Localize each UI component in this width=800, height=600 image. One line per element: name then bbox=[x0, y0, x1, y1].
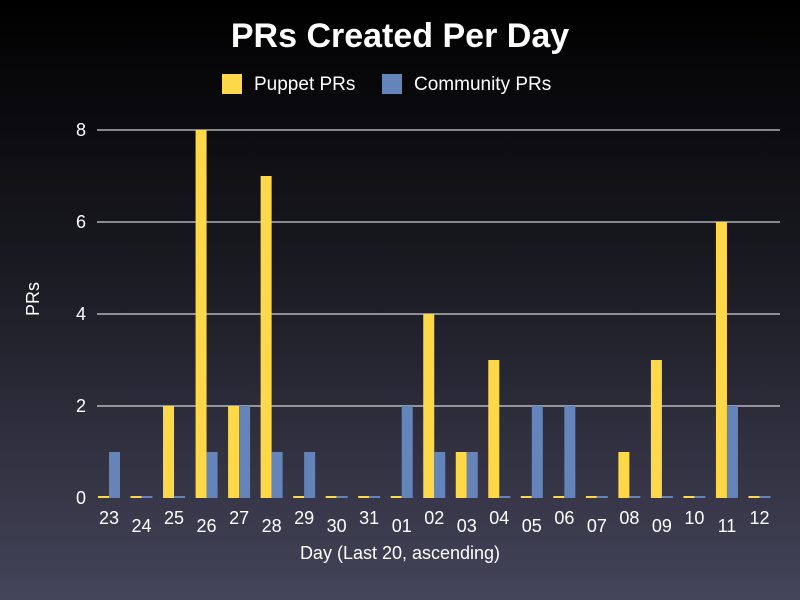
x-tick-label: 06 bbox=[554, 508, 574, 528]
bar-community-12 bbox=[759, 496, 771, 498]
x-tick-label: 25 bbox=[164, 508, 184, 528]
x-axis-label: Day (Last 20, ascending) bbox=[300, 543, 500, 563]
bar-community-31 bbox=[369, 496, 381, 498]
bar-puppet-29 bbox=[293, 496, 305, 498]
bar-puppet-30 bbox=[325, 496, 337, 498]
y-axis-label: PRs bbox=[23, 282, 43, 316]
chart-title: PRs Created Per Day bbox=[231, 17, 569, 55]
bar-community-10 bbox=[694, 496, 706, 498]
x-axis-ticks: 23 24 25 26 27 28 29 30 31 01 02 03 04 05 06 07 08 09 10 11… bbox=[99, 508, 770, 536]
bar-community-03 bbox=[466, 452, 478, 498]
bar-community-23 bbox=[109, 452, 120, 498]
bar-puppet-23 bbox=[98, 496, 109, 498]
bar-community-07 bbox=[596, 496, 608, 498]
x-tick-label: 02 bbox=[424, 508, 444, 528]
x-tick-label: 10 bbox=[684, 508, 704, 528]
bar-puppet-04 bbox=[488, 360, 500, 498]
legend: Puppet PRs Community PRs bbox=[222, 74, 551, 95]
y-tick-label: 2 bbox=[76, 396, 86, 416]
bar-puppet-03 bbox=[455, 452, 467, 498]
y-tick-label: 6 bbox=[76, 212, 86, 232]
bar-puppet-31 bbox=[358, 496, 370, 498]
x-tick-label: 09 bbox=[652, 516, 672, 536]
x-tick-label: 23 bbox=[99, 508, 119, 528]
x-tick-label: 27 bbox=[229, 508, 249, 528]
y-tick-label: 4 bbox=[76, 304, 86, 324]
bar-puppet-26 bbox=[195, 130, 207, 498]
bar-puppet-07 bbox=[585, 496, 597, 498]
x-tick-label: 04 bbox=[489, 508, 509, 528]
bar-puppet-27 bbox=[228, 406, 240, 498]
bar-community-30 bbox=[336, 496, 348, 498]
x-tick-label: 05 bbox=[522, 516, 542, 536]
bar-puppet-06 bbox=[553, 496, 565, 498]
legend-swatch-puppet bbox=[222, 74, 242, 94]
bar-community-26 bbox=[206, 452, 218, 498]
bar-community-08 bbox=[629, 496, 641, 498]
gridlines bbox=[97, 129, 780, 407]
bar-puppet-01 bbox=[390, 496, 402, 498]
bar-community-24 bbox=[141, 496, 153, 498]
bar-puppet-25 bbox=[163, 406, 175, 498]
x-tick-label: 26 bbox=[197, 516, 217, 536]
bar-puppet-28 bbox=[260, 176, 272, 498]
bar-community-01 bbox=[401, 406, 413, 498]
x-tick-label: 31 bbox=[359, 508, 379, 528]
x-tick-label: 01 bbox=[392, 516, 412, 536]
x-tick-label: 29 bbox=[294, 508, 314, 528]
y-tick-label: 0 bbox=[76, 488, 86, 508]
bar-puppet-02 bbox=[423, 314, 435, 498]
bar-puppet-12 bbox=[748, 496, 760, 498]
bars bbox=[98, 130, 771, 498]
bar-puppet-08 bbox=[618, 452, 630, 498]
bar-community-29 bbox=[304, 452, 316, 498]
x-tick-label: 30 bbox=[327, 516, 347, 536]
bar-puppet-24 bbox=[130, 496, 142, 498]
bar-puppet-09 bbox=[650, 360, 662, 498]
legend-label-puppet: Puppet PRs bbox=[254, 74, 355, 95]
bar-community-28 bbox=[271, 452, 283, 498]
legend-swatch-community bbox=[382, 74, 402, 94]
x-tick-label: 12 bbox=[749, 508, 769, 528]
bar-puppet-05 bbox=[520, 496, 532, 498]
bar-community-02 bbox=[434, 452, 446, 498]
bar-community-05 bbox=[531, 406, 543, 498]
x-tick-label: 28 bbox=[262, 516, 282, 536]
x-tick-label: 24 bbox=[132, 516, 152, 536]
bar-community-25 bbox=[174, 496, 186, 498]
y-tick-label: 8 bbox=[76, 120, 86, 140]
x-tick-label: 08 bbox=[619, 508, 639, 528]
bar-community-27 bbox=[239, 406, 251, 498]
x-tick-label: 03 bbox=[457, 516, 477, 536]
bar-community-09 bbox=[661, 496, 673, 498]
x-tick-label: 07 bbox=[587, 516, 607, 536]
bar-community-06 bbox=[564, 406, 576, 498]
bar-puppet-10 bbox=[683, 496, 695, 498]
x-tick-label: 11 bbox=[718, 516, 737, 536]
legend-label-community: Community PRs bbox=[414, 74, 551, 95]
bar-community-04 bbox=[499, 496, 511, 498]
bar-community-11 bbox=[726, 406, 738, 498]
bar-puppet-11 bbox=[715, 222, 727, 498]
y-axis-ticks: 0 2 4 6 8 bbox=[76, 120, 86, 508]
